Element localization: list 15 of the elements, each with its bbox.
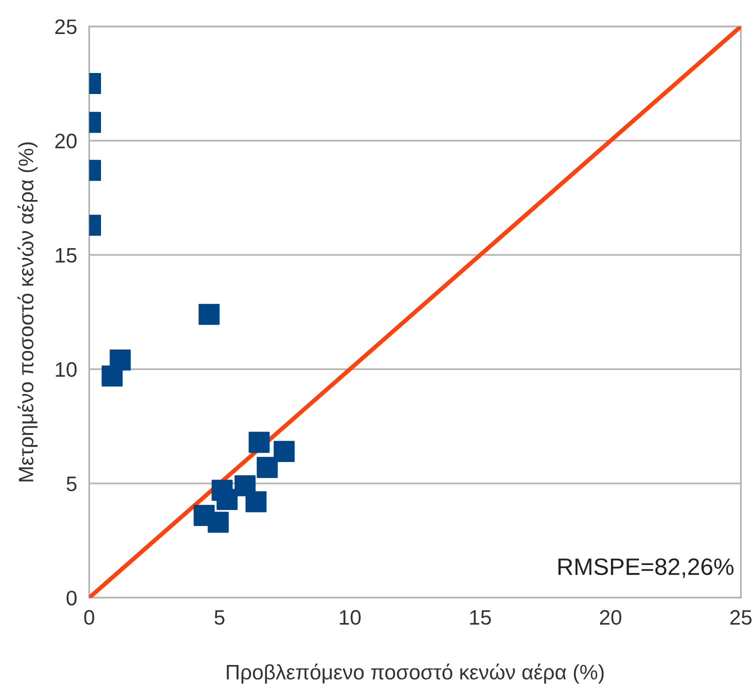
- y-axis-title: Μετρημένο ποσοστό κενών αέρα (%): [18, 142, 38, 482]
- y-tick-label: 25: [55, 19, 77, 34]
- x-tick-label: 25: [730, 610, 752, 625]
- x-tick-label: 15: [470, 610, 491, 625]
- x-tick-label: 10: [340, 610, 361, 625]
- y-tick-label: 5: [66, 476, 77, 492]
- x-tick-label: 20: [600, 610, 622, 625]
- y-tick-label: 10: [56, 362, 77, 377]
- y-tick-label: 15: [56, 248, 77, 263]
- y-tick-label: 20: [55, 134, 77, 148]
- x-tick-label: 5: [214, 610, 224, 625]
- annotation: RMSPE=82,26%: [558, 558, 734, 578]
- x-axis-title: Προβλεπόμενο ποσοστό κενών αέρα (%): [226, 664, 604, 684]
- y-tick-label: 0: [66, 590, 77, 606]
- x-tick-label: 0: [84, 610, 94, 625]
